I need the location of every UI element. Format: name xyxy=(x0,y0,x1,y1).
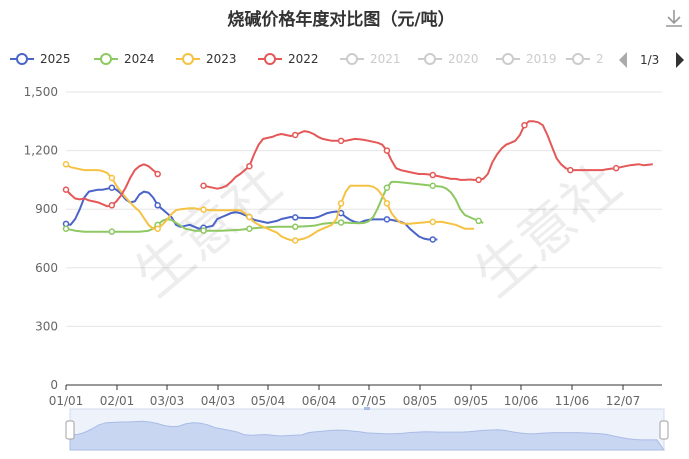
series-point xyxy=(200,227,207,234)
series-point xyxy=(200,182,207,190)
series-point xyxy=(246,225,253,232)
slider-left-handle[interactable] xyxy=(65,420,75,440)
legend-label-2024[interactable]: 2024 xyxy=(124,52,155,66)
legend-marker-2[interactable] xyxy=(572,53,584,65)
series-point xyxy=(108,184,116,191)
series-point xyxy=(475,176,482,184)
series-point xyxy=(108,202,116,209)
legend-prev-icon[interactable] xyxy=(619,52,627,68)
legend-marker-2025[interactable] xyxy=(16,53,28,65)
series-point xyxy=(337,137,345,145)
watermark-text: 生意社 xyxy=(463,152,633,310)
series-point xyxy=(62,186,70,193)
series-point xyxy=(567,166,574,174)
x-tick-label: 03/03 xyxy=(150,394,185,408)
download-icon[interactable] xyxy=(664,8,684,28)
series-point xyxy=(62,161,70,168)
legend-label-2022[interactable]: 2022 xyxy=(288,52,319,66)
series-point xyxy=(475,217,482,225)
series-line-2023 xyxy=(65,163,474,242)
legend-pager: 1/3 xyxy=(619,52,684,68)
series-point xyxy=(291,223,299,231)
series-point xyxy=(337,200,345,207)
legend-marker-2024[interactable] xyxy=(100,53,112,65)
legend-page-indicator: 1/3 xyxy=(640,53,659,67)
y-tick-label: 900 xyxy=(35,202,58,216)
series-point xyxy=(200,206,207,213)
x-tick-label: 12/07 xyxy=(606,394,641,408)
slider-right-handle[interactable] xyxy=(659,420,669,440)
series-point xyxy=(429,218,437,226)
legend-marker-2022[interactable] xyxy=(264,53,276,65)
y-tick-label: 1,500 xyxy=(24,85,58,99)
slider-preview-area xyxy=(69,420,665,451)
series-point xyxy=(154,202,161,209)
series-lines xyxy=(62,120,653,244)
series-point xyxy=(429,182,437,190)
legend-label-2021[interactable]: 2021 xyxy=(370,52,401,66)
x-tick-label: 06/04 xyxy=(302,394,337,408)
series-point xyxy=(154,225,161,232)
series-point xyxy=(383,147,391,154)
series-point xyxy=(291,214,299,221)
x-tick-label: 10/06 xyxy=(504,394,539,408)
legend-next-icon[interactable] xyxy=(676,52,684,68)
grid xyxy=(66,91,662,327)
series-point xyxy=(429,236,437,243)
legend-label-2020[interactable]: 2020 xyxy=(448,52,479,66)
legend-marker-2021[interactable] xyxy=(346,53,358,65)
series-point xyxy=(429,171,437,179)
series-point xyxy=(291,237,299,244)
x-tick-label: 08/05 xyxy=(403,394,438,408)
series-point xyxy=(154,170,161,178)
x-tick-label: 02/01 xyxy=(100,394,135,408)
x-tick-label: 11/06 xyxy=(555,394,590,408)
series-line-2022-cont- xyxy=(203,120,653,190)
series-point xyxy=(383,216,391,223)
legend: 2025 2024 2023 2022 2021 2020 2019 2 xyxy=(10,52,604,66)
x-tick-label: 04/03 xyxy=(201,394,236,408)
series-point xyxy=(521,121,528,129)
x-tick-label: 09/05 xyxy=(454,394,489,408)
chart-title: 烧碱价格年度对比图（元/吨） xyxy=(227,10,455,30)
series-point xyxy=(246,213,253,221)
series-point xyxy=(108,174,116,182)
series-point xyxy=(291,131,299,139)
legend-marker-2019[interactable] xyxy=(502,53,514,65)
series-point xyxy=(337,219,345,226)
y-tick-label: 0 xyxy=(50,378,58,392)
series-point xyxy=(246,162,253,170)
legend-marker-2020[interactable] xyxy=(424,53,436,65)
series-point xyxy=(612,164,620,172)
x-tick-label: 05/04 xyxy=(251,394,286,408)
legend-label-2023[interactable]: 2023 xyxy=(206,52,237,66)
legend-marker-2023[interactable] xyxy=(182,53,194,65)
legend-label-2019[interactable]: 2019 xyxy=(526,52,557,66)
series-point xyxy=(62,225,70,232)
legend-label-2025[interactable]: 2025 xyxy=(40,52,71,66)
y-tick-label: 1,200 xyxy=(24,144,58,158)
legend-label-2[interactable]: 2 xyxy=(596,52,604,66)
x-tick-label: 01/01 xyxy=(49,394,84,408)
series-point xyxy=(383,184,391,191)
y-tick-label: 600 xyxy=(35,261,58,275)
x-tick-label: 07/05 xyxy=(352,394,387,408)
zoom-slider[interactable] xyxy=(65,407,669,451)
axes: 0 300 600 900 1,200 1,500 01/01 02/01 03/03 04/03… xyxy=(24,85,662,408)
slider-drag-grip[interactable] xyxy=(364,407,370,410)
series-point xyxy=(383,200,391,207)
series-point xyxy=(108,228,116,235)
y-tick-label: 300 xyxy=(35,319,58,333)
